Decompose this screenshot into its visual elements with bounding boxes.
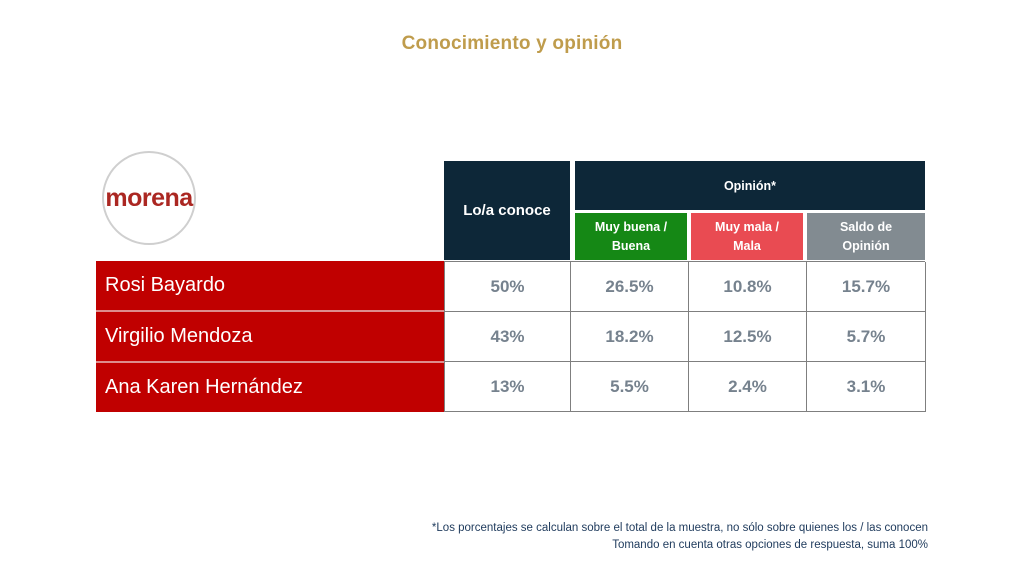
page-title: Conocimiento y opinión xyxy=(401,33,623,54)
subheader-muy-mala-line1: Muy mala / xyxy=(715,219,779,234)
table-row-name: Virgilio Mendoza xyxy=(105,325,253,347)
cell-muy-mala: 2.4% xyxy=(689,362,807,412)
candidate-name-column: Rosi Bayardo Virgilio Mendoza Ana Karen … xyxy=(96,261,444,412)
cell-saldo: 3.1% xyxy=(807,362,926,412)
table-row-name: Rosi Bayardo xyxy=(105,274,226,296)
cell-muy-mala: 10.8% xyxy=(689,262,807,312)
morena-logo: morena xyxy=(102,151,196,245)
subheader-muy-mala-line2: Mala xyxy=(733,238,761,253)
morena-logo-text: morena xyxy=(105,183,193,212)
subheader-saldo-line1: Saldo de xyxy=(839,219,893,234)
cell-conoce: 13% xyxy=(445,362,571,412)
footnote: *Los porcentajes se calculan sobre el to… xyxy=(432,520,928,553)
header-cell-conoce: Lo/a conoce xyxy=(444,161,570,260)
cell-saldo: 15.7% xyxy=(807,262,926,312)
table-row-name: Ana Karen Hernández xyxy=(105,376,303,398)
cell-saldo: 5.7% xyxy=(807,312,926,362)
row-separator xyxy=(96,310,444,312)
cell-muy-buena: 18.2% xyxy=(571,312,689,362)
footnote-line2: Tomando en cuenta otras opciones de resp… xyxy=(612,538,928,551)
subheader-cell-saldo: Saldo de Opinión xyxy=(807,213,925,260)
cell-muy-mala: 12.5% xyxy=(689,312,807,362)
row-separator xyxy=(96,361,444,363)
data-grid: 50% 26.5% 10.8% 15.7% 43% 18.2% 12.5% 5.… xyxy=(444,261,926,412)
subheader-muy-buena-line1: Muy buena / xyxy=(594,219,668,234)
cell-conoce: 50% xyxy=(445,262,571,312)
subheader-cell-muy-buena: Muy buena / Buena xyxy=(575,213,687,260)
header-cell-opinion: Opinión* xyxy=(575,161,925,210)
cell-conoce: 43% xyxy=(445,312,571,362)
cell-muy-buena: 5.5% xyxy=(571,362,689,412)
subheader-saldo-line2: Opinión xyxy=(842,238,890,253)
subheader-muy-buena-line2: Buena xyxy=(611,238,651,253)
footnote-line1: *Los porcentajes se calculan sobre el to… xyxy=(431,522,928,534)
subheader-cell-muy-mala: Muy mala / Mala xyxy=(691,213,803,260)
cell-muy-buena: 26.5% xyxy=(571,262,689,312)
